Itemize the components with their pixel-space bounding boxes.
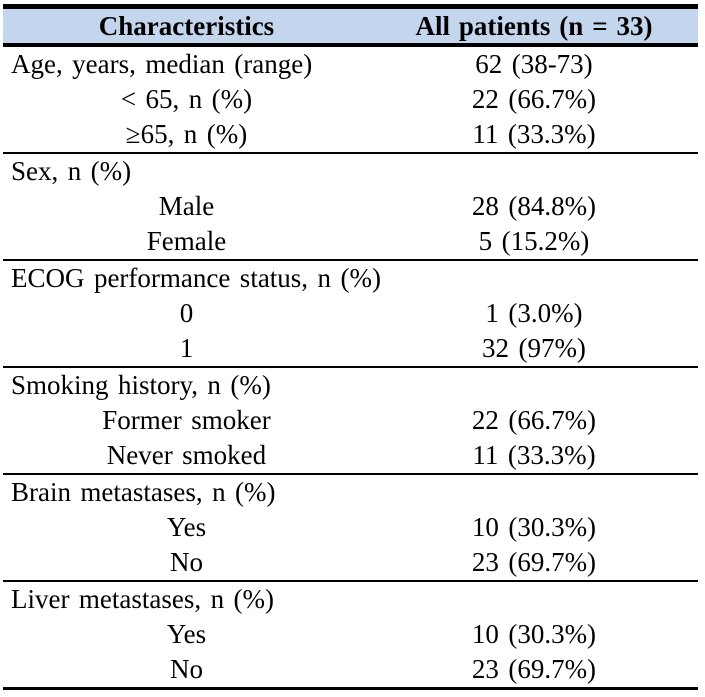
row-label-age-over65: ≥65, n (%): [125, 119, 248, 149]
row-value-ecog-0: 1 (3.0%): [485, 298, 583, 328]
table-row-brain-no: No 23 (69.7%): [3, 545, 698, 581]
row-value-brain-no: 23 (69.7%): [471, 547, 597, 577]
table-row-brain-metastases: Brain metastases, n (%): [3, 473, 698, 510]
row-label-never-smoked: Never smoked: [106, 440, 267, 470]
column-header-characteristics: Characteristics: [3, 6, 370, 47]
row-label-sex: Sex, n (%): [3, 152, 698, 189]
row-label-smoking: Smoking history, n (%): [3, 366, 698, 403]
row-label-age: Age, years, median (range): [11, 49, 313, 79]
row-label-female: Female: [146, 226, 227, 256]
row-label-male: Male: [158, 191, 215, 221]
column-header-all-patients: All patients (n = 33): [369, 6, 698, 47]
table-row-brain-yes: Yes 10 (30.3%): [3, 510, 698, 545]
row-label-brain-yes: Yes: [166, 512, 207, 542]
table-row-ecog: ECOG performance status, n (%): [3, 259, 698, 296]
table-row-ecog-1: 1 32 (97%): [3, 331, 698, 367]
row-value-former-smoker: 22 (66.7%): [471, 405, 597, 435]
table-row-liver-metastases: Liver metastases, n (%): [3, 580, 698, 617]
header-row: Characteristics All patients (n = 33): [3, 6, 698, 47]
row-value-age: 62 (38-73): [475, 49, 593, 79]
row-value-brain-yes: 10 (30.3%): [471, 512, 597, 542]
table-row-smoking: Smoking history, n (%): [3, 366, 698, 403]
row-value-male: 28 (84.8%): [471, 191, 597, 221]
table-row-liver-yes: Yes 10 (30.3%): [3, 617, 698, 652]
table-row-age: Age, years, median (range) 62 (38-73): [3, 45, 698, 82]
row-label-former-smoker: Former smoker: [102, 405, 271, 435]
row-label-brain-metastases: Brain metastases, n (%): [3, 473, 698, 510]
table-row-sex: Sex, n (%): [3, 152, 698, 189]
table-row-age-over65: ≥65, n (%) 11 (33.3%): [3, 117, 698, 153]
row-label-liver-no: No: [169, 654, 203, 684]
patient-characteristics-table: Characteristics All patients (n = 33) Ag…: [3, 4, 698, 690]
table-row-age-under65: < 65, n (%) 22 (66.7%): [3, 82, 698, 117]
row-value-liver-yes: 10 (30.3%): [471, 619, 597, 649]
table-row-liver-no: No 23 (69.7%): [3, 652, 698, 689]
row-value-age-under65: 22 (66.7%): [471, 84, 597, 114]
row-label-age-under65: < 65, n (%): [120, 84, 253, 114]
row-value-female: 5 (15.2%): [478, 226, 590, 256]
row-label-ecog: ECOG performance status, n (%): [3, 259, 698, 296]
row-label-liver-metastases: Liver metastases, n (%): [3, 580, 698, 617]
row-value-ecog-1: 32 (97%): [482, 333, 586, 363]
row-label-ecog-0: 0: [179, 298, 194, 328]
row-value-liver-no: 23 (69.7%): [471, 654, 597, 684]
table-row-smoking-never: Never smoked 11 (33.3%): [3, 438, 698, 474]
row-value-never-smoked: 11 (33.3%): [472, 440, 596, 470]
row-label-brain-no: No: [169, 547, 203, 577]
row-value-age-over65: 11 (33.3%): [472, 119, 596, 149]
table-row-ecog-0: 0 1 (3.0%): [3, 296, 698, 331]
table-row-smoking-former: Former smoker 22 (66.7%): [3, 403, 698, 438]
row-label-liver-yes: Yes: [166, 619, 207, 649]
row-label-ecog-1: 1: [179, 333, 194, 363]
table-row-sex-female: Female 5 (15.2%): [3, 224, 698, 260]
table-row-sex-male: Male 28 (84.8%): [3, 189, 698, 224]
